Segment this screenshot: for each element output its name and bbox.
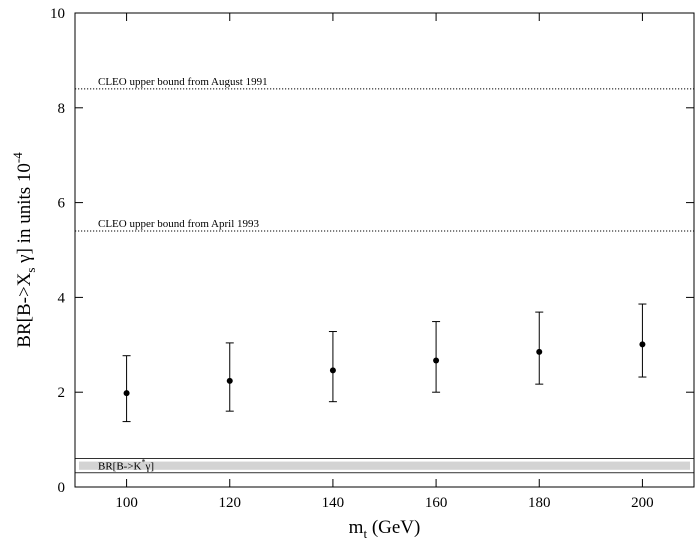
y-axis-title-sub: s xyxy=(23,268,38,273)
x-tick-label-120: 120 xyxy=(219,495,242,511)
data-point-group-2 xyxy=(225,342,234,412)
data-point-6 xyxy=(639,341,646,348)
x-axis-title-base: m xyxy=(349,517,364,538)
x-tick-label-160: 160 xyxy=(425,495,448,511)
x-axis-title-sub: t xyxy=(363,526,367,540)
y-axis-title-mid: γ] in units 10 xyxy=(14,163,35,267)
data-point-group-5 xyxy=(535,311,544,385)
y-tick-label-2: 2 xyxy=(58,385,66,401)
x-tick-label-100: 100 xyxy=(115,495,138,511)
plot-frame xyxy=(74,12,695,488)
y-axis-title-pre: BR[B->X xyxy=(14,272,35,347)
band-label-pre: BR[B->K xyxy=(98,461,142,473)
data-point-group-1 xyxy=(122,355,131,423)
data-point-5 xyxy=(536,348,543,355)
data-point-group-4 xyxy=(432,321,441,393)
x-tick-label-140: 140 xyxy=(322,495,345,511)
band-label-post: γ] xyxy=(144,461,154,473)
y-tick-label-10: 10 xyxy=(50,6,65,22)
x-axis-title: mt (GeV) xyxy=(349,517,421,540)
x-tick-label-200: 200 xyxy=(631,495,654,511)
x-axis-title-rest: (GeV) xyxy=(367,517,420,538)
y-tick-label-4: 4 xyxy=(58,290,66,306)
band-label: BR[B->K*γ] xyxy=(98,458,154,473)
y-tick-label-0: 0 xyxy=(58,480,66,496)
y-axis-title: BR[B->Xs γ] in units 10-4 xyxy=(10,152,38,348)
data-point-1 xyxy=(123,390,130,397)
y-tick-label-8: 8 xyxy=(58,101,66,117)
data-point-4 xyxy=(433,357,440,364)
data-point-group-3 xyxy=(328,331,337,403)
data-point-2 xyxy=(226,377,233,384)
y-tick-label-6: 6 xyxy=(58,196,66,212)
data-point-group-6 xyxy=(638,303,647,378)
reference-line-label-2: CLEO upper bound from April 1993 xyxy=(98,218,260,230)
y-axis-title-sup: -4 xyxy=(10,152,25,163)
band-fill xyxy=(79,461,690,470)
band-label-sup: * xyxy=(141,458,145,467)
data-point-3 xyxy=(329,367,336,374)
x-tick-label-180: 180 xyxy=(528,495,551,511)
reference-line-label-1: CLEO upper bound from August 1991 xyxy=(98,76,268,88)
